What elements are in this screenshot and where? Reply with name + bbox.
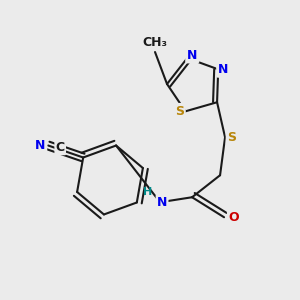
Text: S: S: [175, 105, 184, 118]
Text: N: N: [157, 196, 167, 209]
Text: N: N: [187, 49, 197, 62]
Text: CH₃: CH₃: [142, 35, 167, 49]
Text: C: C: [56, 141, 65, 154]
Text: H: H: [143, 187, 153, 197]
Text: N: N: [35, 139, 45, 152]
Text: N: N: [218, 63, 228, 76]
Text: S: S: [228, 131, 237, 144]
Text: O: O: [229, 211, 239, 224]
